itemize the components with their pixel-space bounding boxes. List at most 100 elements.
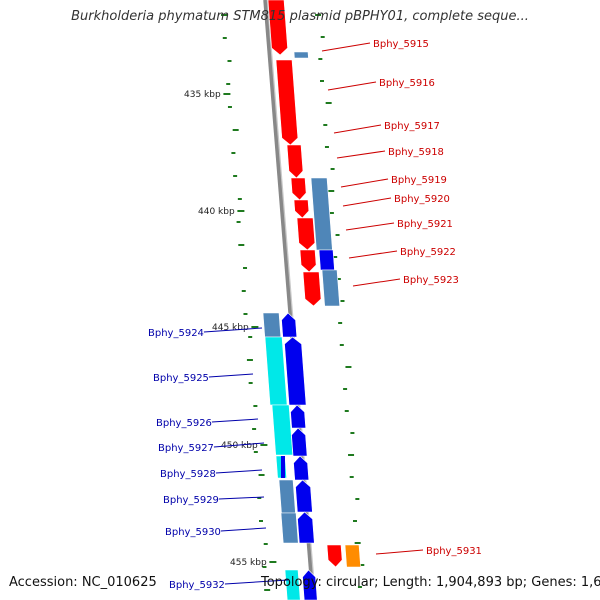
gene-label-leader (327, 81, 377, 91)
gc-tick (343, 388, 348, 390)
forward-gene-arrow (267, 0, 288, 56)
gc-tick (257, 497, 262, 499)
reverse-gene-label: Bphy_5924 (148, 328, 204, 339)
forward-gene-label: Bphy_5916 (379, 78, 435, 89)
forward-gene-arrow (286, 144, 304, 179)
gc-tick (318, 58, 323, 60)
gene-labels: Bphy_5915 Bphy_5916 Bphy_5917 Bphy_5918 Bphy… (148, 39, 482, 591)
reverse-gene-arrow (291, 427, 308, 457)
scale-label: 450 kbp (221, 441, 258, 451)
gc-tick (328, 190, 335, 192)
gc-tick (324, 146, 329, 148)
scale-tick (237, 210, 245, 212)
gc-tick (335, 234, 340, 236)
reverse-gene-arrow (302, 569, 318, 600)
genome-summary: Topology: circular; Length: 1,904,893 bp… (261, 575, 600, 590)
gene-label-leader (211, 418, 259, 423)
gc-tick (241, 290, 246, 292)
gc-tick (323, 124, 328, 126)
gc-tick (227, 106, 232, 108)
gc-tick (233, 175, 238, 177)
gene-label-leader (345, 222, 395, 231)
gc-tick (236, 221, 241, 223)
gene-label-leader (208, 373, 254, 378)
gc-tick (340, 300, 345, 302)
scale-label: 435 kbp (184, 90, 221, 100)
gene-label-leader (215, 469, 263, 474)
forward-gene-label: Bphy_5931 (426, 546, 482, 557)
gene-label-leader (375, 549, 424, 555)
cds-band (278, 479, 296, 514)
gc-tick (258, 474, 265, 476)
gc-tick (231, 152, 236, 154)
gc-tick (345, 366, 352, 368)
gc-tick (350, 432, 355, 434)
forward-gene-label: Bphy_5915 (373, 39, 429, 50)
gc-tick (232, 129, 239, 131)
cds-band (321, 269, 341, 307)
scale-label: 440 kbp (198, 207, 235, 217)
reverse-gene-label: Bphy_5925 (153, 373, 209, 384)
gc-tick (227, 60, 232, 62)
gc-tick (325, 102, 332, 104)
forward-gene-arrow (296, 217, 316, 251)
gc-tick (243, 313, 248, 315)
reverse-gene-arrow (293, 455, 310, 481)
gene-label-leader (220, 527, 267, 532)
gc-tick (354, 542, 361, 544)
reverse-gene-arrow (297, 511, 315, 544)
gc-tick (357, 586, 362, 588)
cds-band (264, 336, 288, 406)
gc-tick (320, 80, 324, 82)
cds-band (284, 569, 301, 600)
forward-gene-label: Bphy_5923 (403, 275, 459, 286)
forward-gene-label: Bphy_5920 (394, 194, 450, 205)
gene-label-leader (203, 327, 263, 333)
gene-label-leader (352, 278, 401, 287)
reverse-gene-arrow (290, 404, 307, 429)
reverse-gene-label: Bphy_5927 (158, 443, 214, 454)
gc-tick (330, 168, 335, 170)
gc-tick (237, 198, 242, 200)
gc-tick (344, 410, 349, 412)
gc-tick (355, 498, 360, 500)
scale-ticks: 435 kbp 440 kbp 445 kbp 450 kbp 455 kbp (184, 90, 277, 568)
gc-tick (360, 564, 365, 566)
reverse-gene-label: Bphy_5930 (165, 527, 221, 538)
cds-band (271, 404, 294, 456)
scale-tick (223, 93, 231, 95)
forward-gene-arrow (290, 177, 307, 201)
forward-gene-label: Bphy_5921 (397, 219, 453, 230)
gc-tick (259, 520, 263, 522)
gc-tick (333, 256, 338, 258)
reverse-gene-arrow (284, 336, 307, 406)
gene-label-leader (340, 178, 389, 188)
reverse-gene-label: Bphy_5932 (169, 580, 225, 591)
reverse-gene-arrow (281, 312, 298, 338)
forward-gene-arrow (293, 199, 310, 219)
scale-tick (251, 326, 259, 328)
gene-label-leader (342, 197, 392, 207)
forward-gene-label: Bphy_5918 (388, 147, 444, 158)
scale-tick (269, 561, 277, 563)
gene-label-leader (321, 42, 371, 52)
cds-band (344, 544, 361, 568)
gc-tick (338, 322, 343, 324)
reverse-gene-arrow (281, 456, 285, 478)
reverse-gene-arrow (295, 479, 313, 513)
gc-tick (222, 37, 227, 39)
gc-tick (248, 382, 253, 384)
gc-tick (353, 520, 357, 522)
gene-label-leader (333, 124, 382, 134)
cds-band (280, 512, 299, 544)
map-title: Burkholderia phymatum STM815 plasmid pBP… (71, 9, 529, 24)
gc-tick (238, 244, 245, 246)
gc-tick (329, 212, 334, 214)
gc-tick (349, 476, 354, 478)
gc-tick (226, 83, 231, 85)
gc-tick (243, 267, 248, 269)
gene-label-leader (348, 250, 398, 259)
forward-gene-arrow (275, 59, 299, 146)
scale-tick (260, 444, 268, 446)
